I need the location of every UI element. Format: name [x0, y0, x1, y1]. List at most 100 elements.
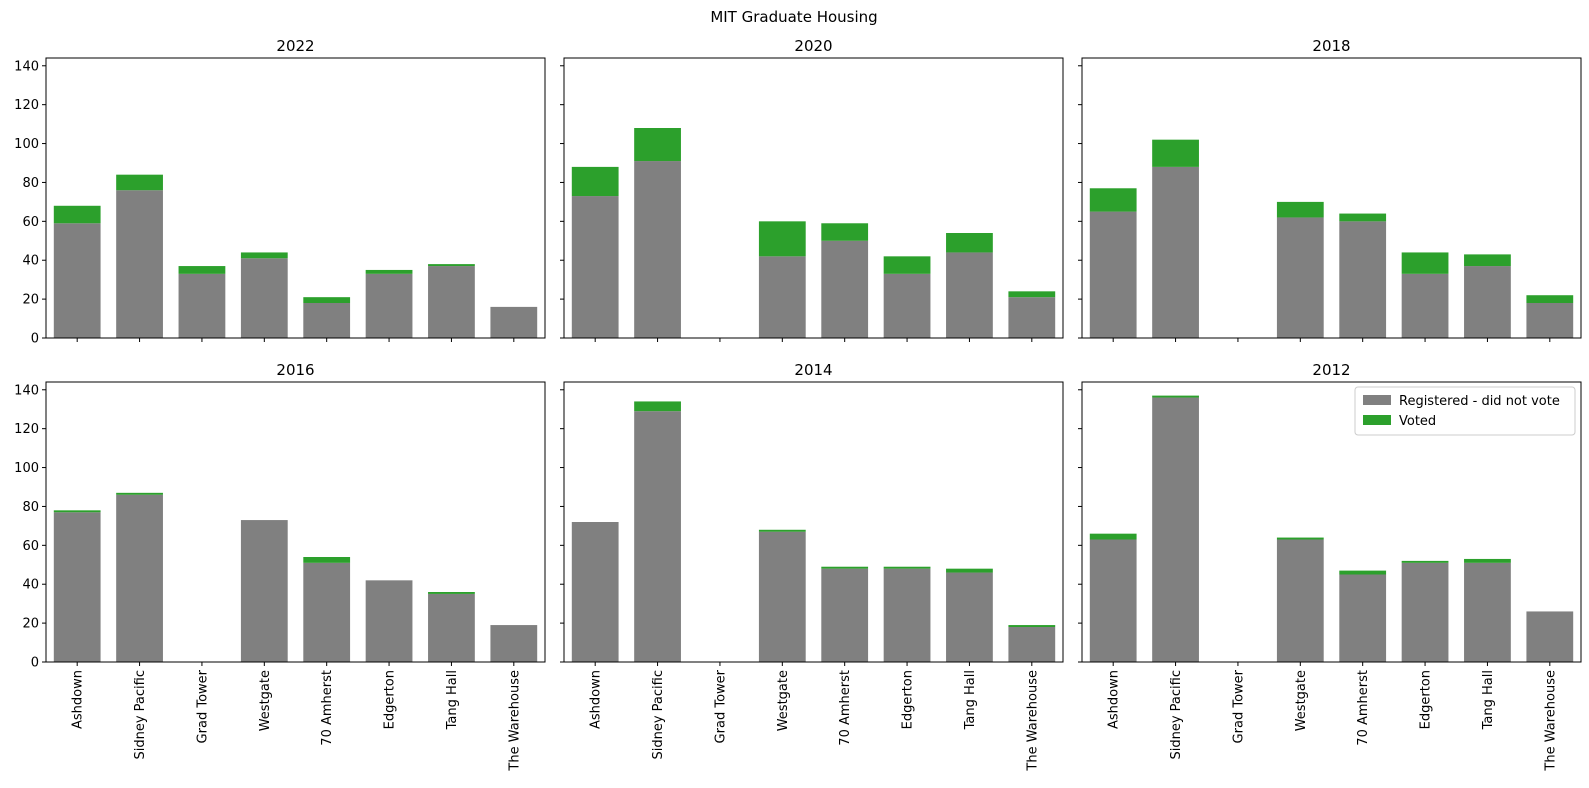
- bar-voted-edgerton: [365, 269, 413, 274]
- x-tick-label: Edgerton: [901, 670, 916, 729]
- bar-voted-grad-tower: [178, 266, 226, 274]
- bar-voted-edgerton: [1401, 252, 1449, 274]
- x-tick-label: Tang Hall: [1481, 670, 1496, 730]
- subplot-2018: 2018: [1078, 37, 1582, 342]
- y-tick-label: 80: [22, 500, 39, 515]
- subplot-2012: Ashdown Sidney Pacific Grad Tower Westgate 7…: [1078, 361, 1582, 772]
- y-tick-label: 100: [14, 137, 39, 152]
- bar-registered-sidney-pacific: [1152, 397, 1199, 662]
- bar-voted-westgate: [240, 252, 288, 259]
- bar-voted-70-amherst: [1339, 570, 1387, 575]
- bar-registered-the-warehouse: [490, 625, 538, 662]
- bar-registered-ashdown: [1089, 211, 1137, 338]
- x-tick-label: Grad Tower: [195, 669, 210, 743]
- bar-voted-westgate: [758, 529, 806, 532]
- bar-registered-the-warehouse: [490, 306, 538, 338]
- subplot-2022: 0 20 40 60 80 100 120 140 2022: [14, 37, 546, 347]
- bar-voted-edgerton: [883, 566, 931, 569]
- bar-registered-edgerton: [365, 273, 413, 338]
- x-tick-label: Westgate: [1294, 670, 1309, 731]
- subplot-title: 2016: [276, 361, 314, 379]
- bar-registered-ashdown: [1089, 539, 1137, 662]
- bar-registered-sidney-pacific: [116, 190, 163, 338]
- bar-registered-grad-tower: [178, 273, 226, 338]
- x-tick-label: The Warehouse: [1025, 670, 1040, 772]
- subplot-2016: 0 20 40 60 80 100 120 140 Ashdown Sidney Pacific G…: [14, 361, 546, 772]
- bar-registered-edgerton: [883, 568, 931, 662]
- x-tick-label: Sidney Pacific: [1169, 670, 1184, 760]
- x-tick-label: Westgate: [776, 670, 791, 731]
- bar-registered-ashdown: [53, 512, 101, 662]
- y-tick-label: 120: [14, 98, 39, 113]
- bar-registered-sidney-pacific: [1152, 166, 1199, 338]
- bar-voted-ashdown: [1089, 533, 1137, 540]
- bar-voted-tang-hall: [428, 264, 475, 267]
- bar-voted-the-warehouse: [1008, 291, 1056, 298]
- bar-registered-edgerton: [1401, 562, 1449, 662]
- bar-voted-the-warehouse: [1008, 625, 1056, 627]
- bar-registered-the-warehouse: [1008, 627, 1056, 662]
- bar-voted-sidney-pacific: [116, 492, 163, 495]
- x-tick-label: Grad Tower: [1231, 669, 1246, 743]
- subplot-title: 2012: [1312, 361, 1350, 379]
- bar-voted-tang-hall: [946, 233, 993, 253]
- bar-voted-ashdown: [571, 166, 619, 197]
- bar-voted-westgate: [1276, 537, 1324, 540]
- bar-registered-the-warehouse: [1526, 611, 1574, 662]
- x-tick-label: Ashdown: [589, 670, 604, 729]
- x-tick-label: Sidney Pacific: [651, 670, 666, 760]
- bar-registered-ashdown: [53, 223, 101, 338]
- bar-voted-tang-hall: [1464, 558, 1511, 563]
- bar-voted-ashdown: [53, 205, 101, 224]
- bar-voted-westgate: [1276, 201, 1324, 218]
- y-tick-label: 140: [14, 383, 39, 398]
- x-tick-label: Grad Tower: [713, 669, 728, 743]
- bar-registered-westgate: [758, 531, 806, 662]
- y-tick-label: 140: [14, 59, 39, 74]
- bar-voted-sidney-pacific: [634, 401, 681, 412]
- subplot-title: 2020: [794, 37, 832, 55]
- axes-frame: [45, 381, 546, 663]
- x-tick-label: 70 Amherst: [838, 670, 853, 746]
- axes-frame: [563, 57, 1064, 339]
- bar-voted-sidney-pacific: [1152, 139, 1199, 167]
- bar-registered-edgerton: [365, 580, 413, 662]
- y-tick-label: 20: [22, 293, 39, 308]
- figure-title: MIT Graduate Housing: [710, 8, 877, 26]
- bar-voted-tang-hall: [428, 592, 475, 594]
- bar-registered-70-amherst: [1339, 221, 1387, 338]
- bar-registered-westgate: [240, 520, 288, 662]
- bar-voted-ashdown: [1089, 188, 1137, 212]
- y-tick-label: 60: [22, 215, 39, 230]
- x-tick-label: Sidney Pacific: [133, 670, 148, 760]
- legend-swatch: [1363, 415, 1391, 425]
- bar-registered-tang-hall: [428, 266, 475, 338]
- x-tick-label: Tang Hall: [445, 670, 460, 730]
- x-tick-label: Edgerton: [383, 670, 398, 729]
- bar-voted-tang-hall: [946, 568, 993, 573]
- bar-voted-edgerton: [883, 256, 931, 274]
- x-tick-label: 70 Amherst: [320, 670, 335, 746]
- bar-registered-tang-hall: [946, 572, 993, 662]
- x-tick-label: Westgate: [258, 670, 273, 731]
- bar-registered-sidney-pacific: [634, 161, 681, 338]
- bar-registered-tang-hall: [1464, 266, 1511, 338]
- subplot-2020: 2020: [560, 37, 1064, 342]
- x-tick-label: Tang Hall: [963, 670, 978, 730]
- bar-voted-tang-hall: [1464, 254, 1511, 267]
- x-tick-label: Edgerton: [1419, 670, 1434, 729]
- legend-box: [1354, 386, 1576, 436]
- bar-voted-ashdown: [53, 510, 101, 513]
- bar-voted-70-amherst: [821, 223, 869, 241]
- bar-registered-westgate: [1276, 217, 1324, 338]
- y-tick-label: 40: [22, 254, 39, 269]
- bar-registered-ashdown: [571, 196, 619, 338]
- bar-registered-edgerton: [883, 273, 931, 338]
- subplot-2014: Ashdown Sidney Pacific Grad Tower Westgate 7…: [560, 361, 1064, 772]
- y-tick-label: 100: [14, 461, 39, 476]
- x-tick-label: Ashdown: [1107, 670, 1122, 729]
- bar-voted-sidney-pacific: [634, 128, 681, 162]
- legend-label: Voted: [1399, 414, 1436, 429]
- legend-label: Registered - did not vote: [1399, 394, 1560, 409]
